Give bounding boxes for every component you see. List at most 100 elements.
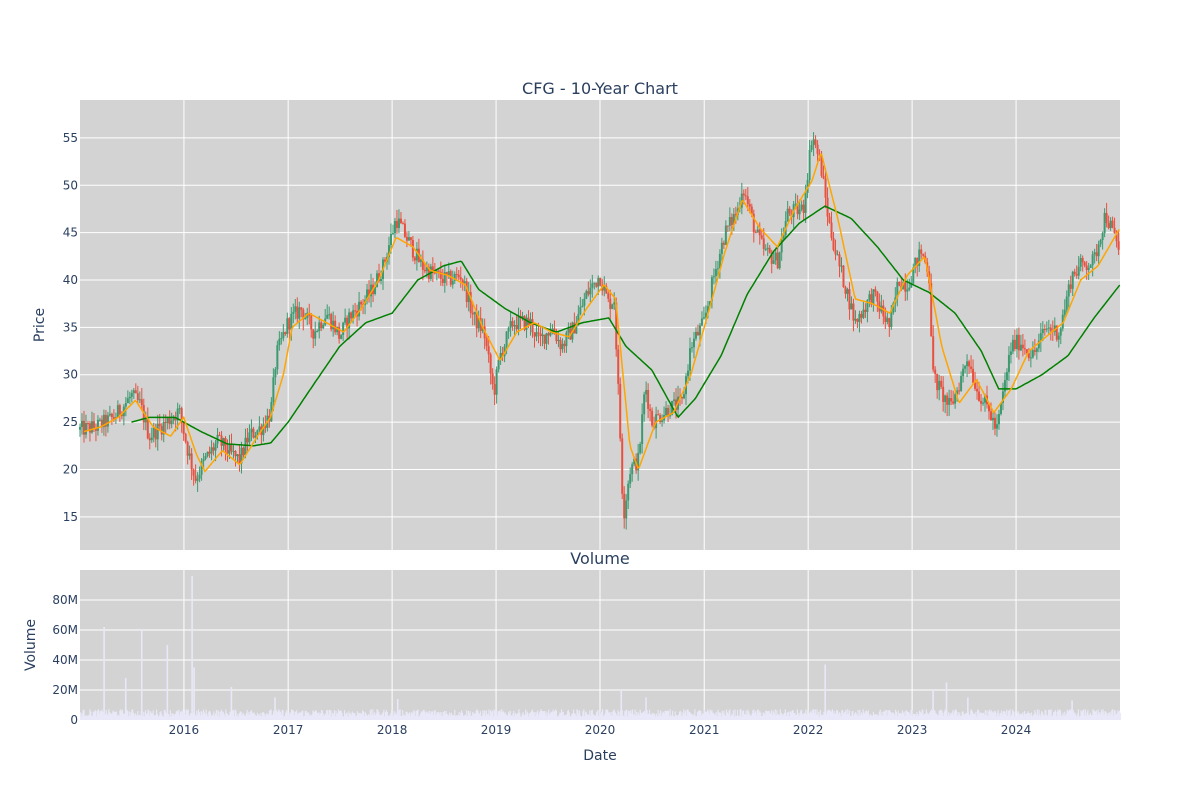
volume-bar [940, 709, 942, 720]
volume-bar [711, 710, 713, 720]
volume-bar [185, 709, 188, 720]
volume-bar [887, 710, 889, 720]
volume-bar [478, 713, 481, 720]
volume-bar [1099, 712, 1101, 720]
volume-bar [313, 711, 315, 720]
volume-bar [1075, 714, 1077, 720]
price-candle-body [1017, 334, 1020, 351]
volume-bar [443, 710, 446, 720]
volume-bar [730, 716, 732, 720]
price-candle-body [838, 254, 841, 267]
volume-bar [910, 709, 912, 720]
volume-bar [596, 712, 598, 720]
price-candle-body [332, 320, 335, 330]
price-candle-body [579, 307, 582, 315]
volume-bar [343, 710, 346, 720]
volume-bar [243, 714, 245, 720]
volume-bar [526, 711, 529, 720]
volume-bar [393, 710, 395, 720]
volume-bar [212, 714, 214, 720]
volume-bar [865, 710, 867, 720]
volume-bar [962, 711, 964, 720]
price-candle-body [204, 456, 207, 459]
volume-bar [680, 716, 682, 720]
price-candle-body [997, 413, 1000, 425]
volume-bar [725, 709, 728, 720]
volume-spike-bar [396, 699, 399, 720]
volume-bar [927, 714, 929, 720]
volume-bar [823, 711, 825, 720]
volume-bar [1079, 715, 1081, 720]
price-candle-body [431, 266, 434, 273]
price-candle-body [999, 403, 1002, 414]
price-candle-body [716, 268, 719, 270]
volume-bar [376, 709, 378, 720]
volume-bar [612, 711, 614, 720]
volume-bar [504, 712, 506, 720]
volume-bar [521, 713, 523, 720]
volume-bar [446, 714, 448, 720]
volume-bar [684, 710, 687, 720]
volume-bar [210, 715, 212, 720]
price-candle-body [972, 368, 975, 383]
volume-bar [308, 715, 311, 720]
price-candle-body [1111, 220, 1114, 228]
volume-bar [225, 709, 227, 720]
volume-bar [1011, 714, 1013, 720]
volume-bar [252, 712, 254, 720]
volume-bar [104, 714, 106, 720]
volume-bar [318, 712, 320, 720]
volume-bar [1013, 716, 1015, 720]
price-candle-body [282, 332, 285, 339]
volume-bar [1094, 710, 1096, 720]
volume-bar [1048, 710, 1051, 720]
price-candle-body [930, 283, 933, 337]
price-candle-body [916, 257, 919, 266]
price-candle-body [300, 307, 303, 310]
volume-bar [774, 709, 776, 720]
volume-bar [895, 711, 898, 720]
price-candle-body [766, 247, 769, 249]
volume-bar [807, 710, 809, 720]
volume-bar [286, 712, 288, 720]
volume-bar [874, 713, 876, 720]
price-candle-body [409, 237, 412, 240]
volume-bar [265, 714, 267, 720]
price-candle-body [846, 289, 849, 294]
volume-bar [144, 716, 146, 720]
volume-bar [702, 714, 705, 720]
volume-bar [95, 710, 97, 720]
volume-bar [840, 716, 842, 720]
volume-bar [600, 713, 602, 720]
volume-bar [160, 711, 162, 720]
volume-bar [337, 712, 339, 720]
volume-bar [447, 714, 449, 720]
volume-bar [189, 714, 191, 720]
volume-bar [182, 709, 184, 720]
price-candle-body [714, 269, 717, 277]
price-candle-body [380, 279, 383, 281]
volume-bar [614, 712, 617, 720]
volume-bar [269, 709, 271, 720]
volume-bar [641, 713, 643, 720]
volume-bar [670, 715, 672, 720]
volume-bar [976, 716, 978, 720]
volume-bar [732, 710, 734, 720]
price-candle-body [942, 386, 945, 402]
volume-bar [437, 711, 440, 720]
volume-bar [476, 709, 478, 720]
volume-bar [687, 709, 689, 720]
volume-bar [1047, 715, 1049, 720]
volume-bar [370, 709, 372, 720]
volume-bar [233, 716, 235, 720]
price-candle-body [669, 414, 672, 417]
volume-bar [854, 713, 856, 720]
volume-bar [115, 711, 118, 720]
volume-bar [573, 713, 576, 720]
volume-bar [519, 712, 521, 720]
price-candle-body [1009, 351, 1012, 355]
price-candle-body [374, 286, 377, 294]
volume-bar [714, 714, 716, 720]
volume-bar [373, 712, 376, 720]
volume-bar [837, 714, 839, 720]
